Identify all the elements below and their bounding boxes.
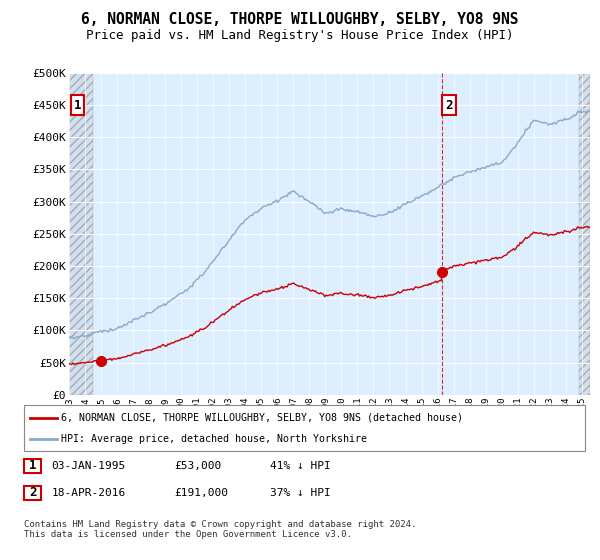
Text: 6, NORMAN CLOSE, THORPE WILLOUGHBY, SELBY, YO8 9NS (detached house): 6, NORMAN CLOSE, THORPE WILLOUGHBY, SELB… xyxy=(61,413,463,423)
Text: £191,000: £191,000 xyxy=(174,488,228,498)
Text: HPI: Average price, detached house, North Yorkshire: HPI: Average price, detached house, Nort… xyxy=(61,435,367,444)
Text: Contains HM Land Registry data © Crown copyright and database right 2024.
This d: Contains HM Land Registry data © Crown c… xyxy=(24,520,416,539)
Text: 41% ↓ HPI: 41% ↓ HPI xyxy=(270,461,331,471)
Text: 2: 2 xyxy=(29,486,37,500)
Text: 1: 1 xyxy=(74,99,82,111)
Text: 6, NORMAN CLOSE, THORPE WILLOUGHBY, SELBY, YO8 9NS: 6, NORMAN CLOSE, THORPE WILLOUGHBY, SELB… xyxy=(81,12,519,27)
Text: 37% ↓ HPI: 37% ↓ HPI xyxy=(270,488,331,498)
Text: £53,000: £53,000 xyxy=(174,461,221,471)
Bar xyxy=(69,73,93,395)
Bar xyxy=(69,73,93,395)
Bar xyxy=(578,73,590,395)
Text: 03-JAN-1995: 03-JAN-1995 xyxy=(52,461,126,471)
Text: 2: 2 xyxy=(446,99,453,111)
Text: 1: 1 xyxy=(29,459,37,473)
Bar xyxy=(578,73,590,395)
Text: 18-APR-2016: 18-APR-2016 xyxy=(52,488,126,498)
Text: Price paid vs. HM Land Registry's House Price Index (HPI): Price paid vs. HM Land Registry's House … xyxy=(86,29,514,42)
